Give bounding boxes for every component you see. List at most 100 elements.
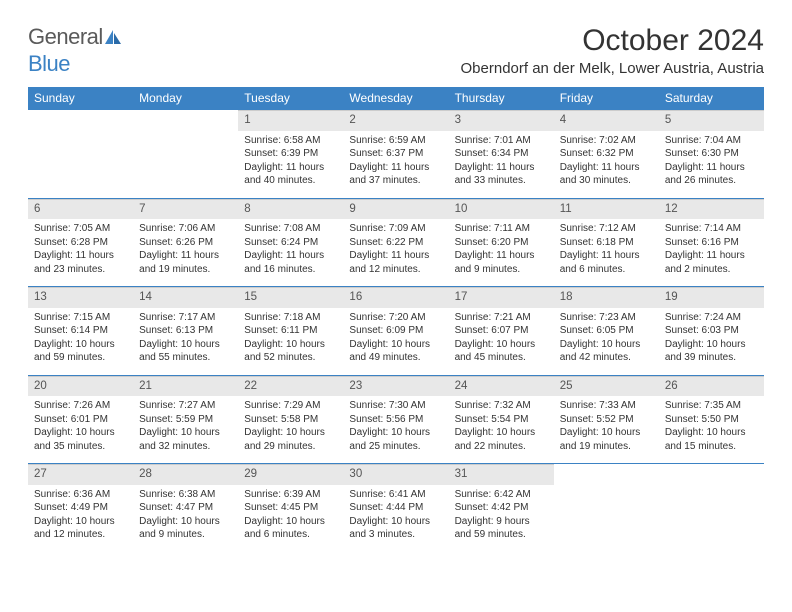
daylight-line1: Daylight: 11 hours [139, 249, 232, 263]
daylight-line2: and 59 minutes. [455, 528, 548, 542]
sunset-text: Sunset: 6:24 PM [244, 236, 337, 250]
day-number-bar: 27 [28, 464, 133, 485]
logo-part1: General [28, 24, 103, 49]
daylight-line2: and 55 minutes. [139, 351, 232, 365]
day-number-bar: 6 [28, 199, 133, 220]
day-body: Sunrise: 7:32 AMSunset: 5:54 PMDaylight:… [449, 396, 554, 463]
sunset-text: Sunset: 6:05 PM [560, 324, 653, 338]
daylight-line2: and 25 minutes. [349, 440, 442, 454]
daylight-line1: Daylight: 10 hours [455, 338, 548, 352]
day-number: 26 [665, 380, 678, 392]
sunset-text: Sunset: 6:26 PM [139, 236, 232, 250]
sunrise-text: Sunrise: 7:33 AM [560, 399, 653, 413]
sunset-text: Sunset: 6:22 PM [349, 236, 442, 250]
day-cell: 27Sunrise: 6:36 AMSunset: 4:49 PMDayligh… [28, 464, 133, 552]
day-number-bar: 2 [343, 110, 448, 131]
sunrise-text: Sunrise: 7:26 AM [34, 399, 127, 413]
daylight-line1: Daylight: 10 hours [244, 515, 337, 529]
day-number-bar: 31 [449, 464, 554, 485]
day-number-bar: 13 [28, 287, 133, 308]
daylight-line2: and 19 minutes. [560, 440, 653, 454]
sunset-text: Sunset: 4:42 PM [455, 501, 548, 515]
sunrise-text: Sunrise: 7:05 AM [34, 222, 127, 236]
day-body: Sunrise: 7:33 AMSunset: 5:52 PMDaylight:… [554, 396, 659, 463]
day-number: 29 [244, 468, 257, 480]
daylight-line2: and 42 minutes. [560, 351, 653, 365]
day-cell: 9Sunrise: 7:09 AMSunset: 6:22 PMDaylight… [343, 198, 448, 287]
calendar-body: 1Sunrise: 6:58 AMSunset: 6:39 PMDaylight… [28, 110, 764, 552]
day-body: Sunrise: 7:30 AMSunset: 5:56 PMDaylight:… [343, 396, 448, 463]
day-cell: 19Sunrise: 7:24 AMSunset: 6:03 PMDayligh… [659, 287, 764, 376]
weekday-thursday: Thursday [449, 87, 554, 110]
daylight-line2: and 40 minutes. [244, 174, 337, 188]
calendar-page: GeneralBlue October 2024 Oberndorf an de… [0, 0, 792, 572]
daylight-line1: Daylight: 10 hours [349, 338, 442, 352]
sunset-text: Sunset: 5:50 PM [665, 413, 758, 427]
daylight-line1: Daylight: 10 hours [560, 338, 653, 352]
sunrise-text: Sunrise: 7:21 AM [455, 311, 548, 325]
day-number-bar: 4 [554, 110, 659, 131]
day-body: Sunrise: 6:59 AMSunset: 6:37 PMDaylight:… [343, 131, 448, 198]
day-body: Sunrise: 7:35 AMSunset: 5:50 PMDaylight:… [659, 396, 764, 463]
day-number: 18 [560, 291, 573, 303]
day-number: 15 [244, 291, 257, 303]
day-number: 19 [665, 291, 678, 303]
sunset-text: Sunset: 6:37 PM [349, 147, 442, 161]
sunrise-text: Sunrise: 7:27 AM [139, 399, 232, 413]
day-body: Sunrise: 7:02 AMSunset: 6:32 PMDaylight:… [554, 131, 659, 198]
day-body: Sunrise: 7:06 AMSunset: 6:26 PMDaylight:… [133, 219, 238, 286]
day-number-bar: 8 [238, 199, 343, 220]
day-body: Sunrise: 7:17 AMSunset: 6:13 PMDaylight:… [133, 308, 238, 375]
daylight-line2: and 37 minutes. [349, 174, 442, 188]
day-body: Sunrise: 7:04 AMSunset: 6:30 PMDaylight:… [659, 131, 764, 198]
week-row: 1Sunrise: 6:58 AMSunset: 6:39 PMDaylight… [28, 110, 764, 199]
empty-cell [133, 110, 238, 199]
day-cell: 14Sunrise: 7:17 AMSunset: 6:13 PMDayligh… [133, 287, 238, 376]
day-number: 21 [139, 380, 152, 392]
daylight-line2: and 16 minutes. [244, 263, 337, 277]
day-number: 9 [349, 203, 355, 215]
day-body: Sunrise: 7:08 AMSunset: 6:24 PMDaylight:… [238, 219, 343, 286]
month-title: October 2024 [461, 24, 764, 58]
daylight-line1: Daylight: 10 hours [34, 426, 127, 440]
sunset-text: Sunset: 6:34 PM [455, 147, 548, 161]
day-body: Sunrise: 7:21 AMSunset: 6:07 PMDaylight:… [449, 308, 554, 375]
day-body: Sunrise: 7:23 AMSunset: 6:05 PMDaylight:… [554, 308, 659, 375]
day-number-bar: 28 [133, 464, 238, 485]
daylight-line1: Daylight: 10 hours [665, 426, 758, 440]
daylight-line2: and 26 minutes. [665, 174, 758, 188]
day-number-bar: 7 [133, 199, 238, 220]
sunrise-text: Sunrise: 7:20 AM [349, 311, 442, 325]
logo-sail-icon [104, 25, 122, 51]
sunrise-text: Sunrise: 7:15 AM [34, 311, 127, 325]
daylight-line1: Daylight: 10 hours [560, 426, 653, 440]
day-number: 8 [244, 203, 250, 215]
sunset-text: Sunset: 6:18 PM [560, 236, 653, 250]
day-number: 25 [560, 380, 573, 392]
logo-text: GeneralBlue [28, 24, 122, 77]
sunset-text: Sunset: 6:14 PM [34, 324, 127, 338]
day-cell: 29Sunrise: 6:39 AMSunset: 4:45 PMDayligh… [238, 464, 343, 552]
daylight-line2: and 39 minutes. [665, 351, 758, 365]
daylight-line2: and 35 minutes. [34, 440, 127, 454]
sunrise-text: Sunrise: 6:59 AM [349, 134, 442, 148]
daylight-line1: Daylight: 11 hours [665, 161, 758, 175]
day-body: Sunrise: 7:11 AMSunset: 6:20 PMDaylight:… [449, 219, 554, 286]
sunrise-text: Sunrise: 7:09 AM [349, 222, 442, 236]
sunrise-text: Sunrise: 6:42 AM [455, 488, 548, 502]
day-body: Sunrise: 6:42 AMSunset: 4:42 PMDaylight:… [449, 485, 554, 552]
sunrise-text: Sunrise: 7:18 AM [244, 311, 337, 325]
daylight-line1: Daylight: 11 hours [455, 161, 548, 175]
day-cell: 7Sunrise: 7:06 AMSunset: 6:26 PMDaylight… [133, 198, 238, 287]
day-cell: 20Sunrise: 7:26 AMSunset: 6:01 PMDayligh… [28, 375, 133, 464]
day-number-bar: 20 [28, 376, 133, 397]
day-number: 22 [244, 380, 257, 392]
daylight-line2: and 6 minutes. [560, 263, 653, 277]
sunrise-text: Sunrise: 7:01 AM [455, 134, 548, 148]
day-number: 4 [560, 114, 566, 126]
weekday-friday: Friday [554, 87, 659, 110]
sunset-text: Sunset: 6:11 PM [244, 324, 337, 338]
daylight-line2: and 32 minutes. [139, 440, 232, 454]
sunrise-text: Sunrise: 6:38 AM [139, 488, 232, 502]
sunset-text: Sunset: 4:44 PM [349, 501, 442, 515]
